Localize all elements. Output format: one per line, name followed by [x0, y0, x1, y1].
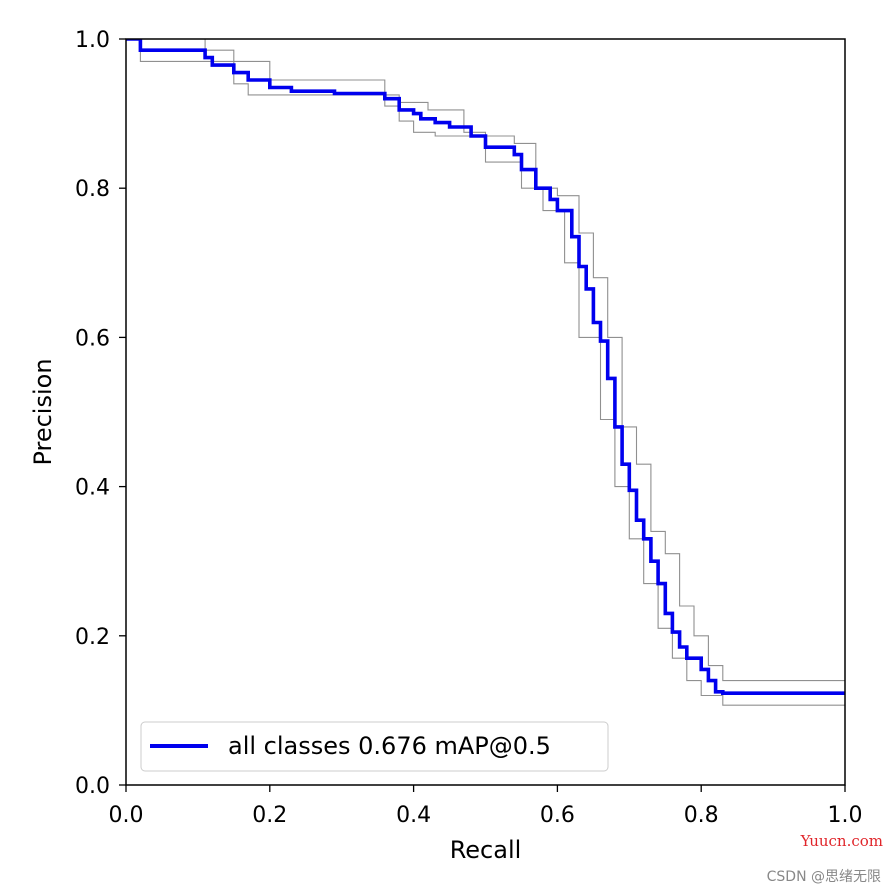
- y-tick-label: 0.2: [75, 625, 110, 650]
- x-tick-label: 0.0: [109, 803, 144, 828]
- y-tick-label: 0.6: [75, 326, 110, 351]
- x-tick-label: 0.2: [252, 803, 287, 828]
- x-axis-title: Recall: [450, 836, 522, 864]
- y-tick-label: 0.4: [75, 476, 110, 501]
- legend-box: [140, 721, 609, 772]
- series-class-line: [126, 39, 845, 682]
- x-tick-label: 0.8: [684, 803, 719, 828]
- x-axis-ticks: 0.0 0.2 0.4 0.6 0.8 1.0: [109, 785, 863, 828]
- x-tick-label: 0.6: [540, 803, 575, 828]
- plot-frame: [125, 38, 846, 786]
- y-tick-label: 0.0: [75, 774, 110, 799]
- watermark-author: CSDN @思绪无限: [766, 869, 881, 885]
- y-tick-label: 0.8: [75, 177, 110, 202]
- watermark-site: Yuucn.com: [800, 832, 883, 850]
- y-axis-ticks: 0.0 0.2 0.4 0.6 0.8 1.0: [75, 28, 126, 799]
- series-layer: [126, 39, 845, 706]
- y-axis-title: Precision: [29, 358, 57, 465]
- y-tick-label: 1.0: [75, 28, 110, 53]
- x-tick-label: 1.0: [828, 803, 863, 828]
- legend-label: all classes 0.676 mAP@0.5: [228, 732, 551, 760]
- series-all-classes-line: [126, 39, 845, 696]
- legend: all classes 0.676 mAP@0.5: [140, 721, 609, 772]
- x-tick-label: 0.4: [396, 803, 431, 828]
